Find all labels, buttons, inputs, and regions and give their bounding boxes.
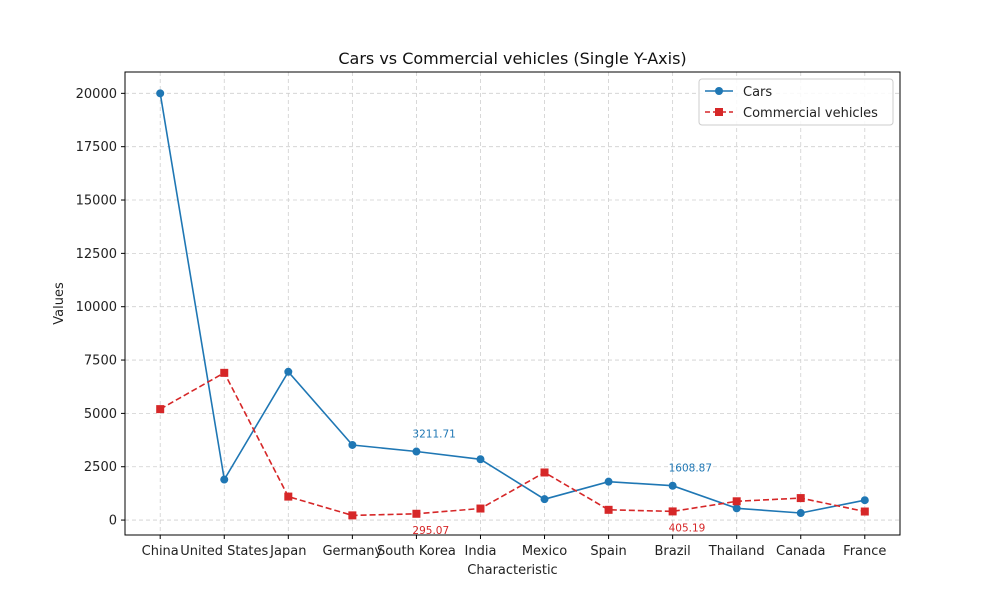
y-tick-label: 2500 — [84, 460, 117, 475]
chart-title: Cars vs Commercial vehicles (Single Y-Ax… — [338, 49, 686, 68]
y-tick-label: 15000 — [76, 194, 117, 209]
data-point-cars — [412, 447, 421, 456]
x-tick-label: India — [465, 544, 497, 559]
data-point-commercial-vehicles — [220, 368, 229, 377]
data-point-commercial-vehicles — [348, 511, 357, 520]
y-tick-label: 5000 — [84, 407, 117, 422]
series-line-cars — [159, 93, 865, 514]
legend-cars-marker — [715, 87, 723, 95]
data-point-commercial-vehicles — [604, 505, 613, 514]
grid-layer — [125, 72, 900, 535]
y-tick-label: 7500 — [84, 354, 117, 369]
y-tick-label: 20000 — [76, 87, 117, 102]
data-point-commercial-vehicles — [284, 492, 293, 501]
y-axis-label: Values — [52, 282, 67, 325]
data-point-commercial-vehicles — [860, 507, 869, 516]
data-point-commercial-vehicles — [540, 468, 549, 477]
x-tick-label: France — [843, 544, 886, 559]
data-label: 3211.71 — [412, 429, 455, 441]
series-line-commercial-vehicles — [159, 371, 865, 517]
data-point-cars — [732, 504, 741, 513]
legend-box — [698, 78, 894, 126]
data-point-commercial-vehicles — [668, 507, 677, 516]
series-layer — [156, 89, 869, 520]
data-label: 405.19 — [669, 522, 706, 534]
legend-commercial-vehicles-marker — [715, 108, 723, 116]
data-point-cars — [796, 509, 805, 518]
data-point-cars — [156, 89, 165, 98]
data-point-cars — [476, 455, 485, 464]
y-tick-label: 0 — [109, 514, 117, 529]
data-point-cars — [604, 477, 613, 486]
legend: Cars Commercial vehicles — [698, 78, 894, 126]
y-tick-label: 17500 — [76, 140, 117, 155]
y-tick-label: 12500 — [76, 247, 117, 262]
data-point-commercial-vehicles — [732, 497, 741, 506]
data-point-cars — [540, 495, 549, 504]
x-tick-label: South Korea — [377, 544, 456, 559]
x-tick-label: Canada — [776, 544, 825, 559]
legend-cars-label: Cars — [743, 85, 772, 100]
x-tick-label: Brazil — [654, 544, 690, 559]
data-point-cars — [860, 496, 869, 505]
x-tick-label: Japan — [269, 544, 306, 559]
data-point-commercial-vehicles — [156, 405, 165, 414]
data-point-commercial-vehicles — [412, 509, 421, 518]
data-point-cars — [348, 440, 357, 449]
y-tick-label: 10000 — [76, 300, 117, 315]
data-point-cars — [668, 481, 677, 490]
data-label: 295.07 — [412, 525, 449, 537]
data-label: 1608.87 — [669, 463, 712, 475]
x-axis-label: Characteristic — [467, 563, 557, 578]
annotation-layer: 3211.71 1608.87 295.07 405.19 — [412, 429, 712, 537]
x-tick-label: Thailand — [708, 544, 765, 559]
data-point-cars — [220, 475, 229, 484]
x-tick-label: Mexico — [522, 544, 567, 559]
legend-commercial-vehicles-label: Commercial vehicles — [743, 106, 878, 121]
x-tick-label: China — [142, 544, 179, 559]
data-point-commercial-vehicles — [796, 494, 805, 503]
plot-area-frame — [124, 71, 901, 536]
data-point-commercial-vehicles — [476, 504, 485, 513]
x-tick-label: Spain — [590, 544, 626, 559]
x-tick-label: United States — [180, 544, 268, 559]
data-point-cars — [284, 367, 293, 376]
x-tick-label: Germany — [322, 544, 382, 559]
